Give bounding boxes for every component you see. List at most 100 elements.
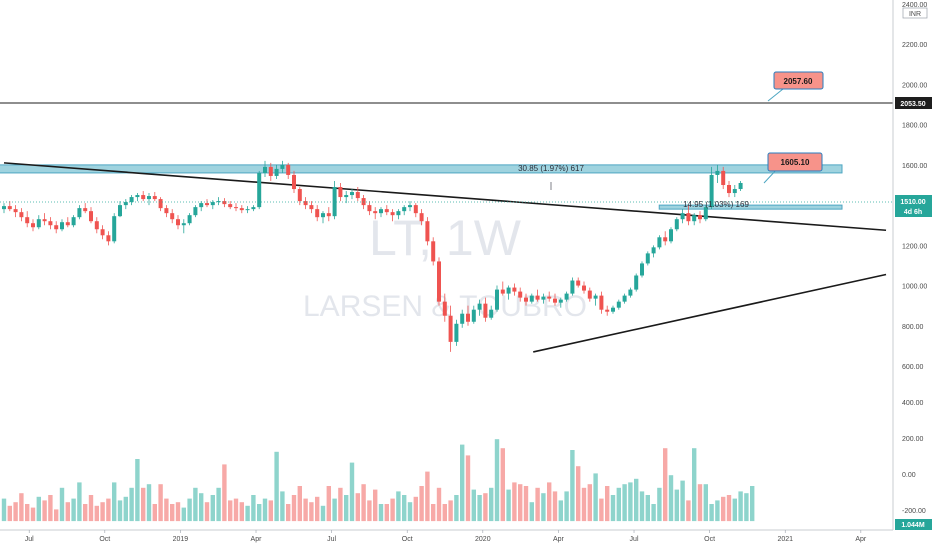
- candle-body-117: [680, 213, 685, 220]
- candle-96: [558, 297, 563, 308]
- candle-body-105: [611, 307, 615, 312]
- volume-bar-81: [471, 489, 476, 522]
- volume-bar-116: [674, 489, 679, 522]
- candle-21: [123, 199, 128, 210]
- volume-bar-58: [338, 487, 343, 522]
- candle-body-52: [303, 201, 308, 206]
- candle-42: [245, 206, 250, 214]
- horizontal-line-price-label: 2053.50: [895, 97, 932, 109]
- candle-5: [31, 219, 35, 232]
- candle-88: [512, 283, 517, 296]
- time-tick-2: 2019: [173, 536, 189, 543]
- measurement-1[interactable]: 30.85 (1.97%) 617: [518, 164, 584, 190]
- candle-body-42: [245, 209, 250, 211]
- candle-17: [100, 225, 105, 240]
- currency-badge: INR: [902, 7, 928, 19]
- volume-bar-3: [19, 493, 24, 522]
- candle-95: [553, 293, 557, 306]
- candle-body-8: [48, 221, 53, 226]
- candle-body-34: [199, 203, 204, 208]
- measurement-2-label[interactable]: 14.95 (1.03%) 169: [683, 200, 749, 209]
- target-flag-1605[interactable]: 1605.10: [763, 152, 823, 184]
- candle-121: [703, 205, 708, 222]
- candle-13: [77, 205, 82, 220]
- candle-83: [483, 297, 488, 322]
- candle-22: [129, 195, 134, 206]
- candle-115: [669, 227, 673, 244]
- candle-body-107: [622, 295, 627, 302]
- candle-69: [402, 205, 407, 216]
- volume-bar-70: [407, 502, 413, 522]
- candle-23: [135, 193, 140, 202]
- candle-102: [593, 293, 598, 306]
- volume-bar-41: [239, 502, 244, 522]
- candle-111: [645, 251, 650, 266]
- volume-bar-102: [593, 473, 598, 522]
- candle-44: [257, 170, 262, 210]
- candle-body-64: [373, 211, 378, 214]
- candle-body-26: [152, 196, 157, 200]
- volume-bar-68: [396, 491, 401, 522]
- candle-98: [570, 277, 575, 296]
- volume-bar-27: [158, 484, 163, 522]
- volume-bar-65: [378, 504, 384, 522]
- volume-bar-59: [344, 495, 349, 522]
- candle-75: [437, 257, 441, 306]
- trendlines[interactable]: [3, 162, 887, 353]
- target-flag-2057[interactable]: 2057.60: [767, 71, 824, 102]
- candle-14: [83, 203, 88, 214]
- volume-tick-minus-200: -200.00: [902, 508, 926, 515]
- volume-bar-62: [361, 484, 366, 522]
- volume-bar-126: [732, 498, 737, 522]
- measurement-1-label: 30.85 (1.97%) 617: [518, 164, 584, 173]
- candle-body-72: [419, 213, 424, 222]
- volume-bar-37: [216, 487, 221, 522]
- volume-bar-90: [523, 486, 529, 522]
- volume-bar-15: [88, 495, 94, 522]
- candle-body-57: [332, 187, 337, 217]
- candle-body-59: [344, 195, 349, 198]
- candle-body-9: [54, 225, 59, 230]
- volume-tick-0: 0.00: [902, 472, 916, 479]
- volume-bar-76: [442, 504, 447, 522]
- volume-bar-75: [436, 487, 442, 522]
- volume-bar-35: [204, 502, 210, 522]
- candle-86: [500, 281, 505, 296]
- target-flag-2057-box: [773, 71, 824, 90]
- candle-body-116: [674, 219, 679, 230]
- price-axis[interactable]: 2400.002200.002000.001800.001600.001400.…: [892, 0, 932, 530]
- candle-41: [239, 205, 244, 214]
- candle-body-125: [727, 185, 731, 194]
- candle-113: [657, 235, 662, 250]
- candle-body-83: [483, 303, 488, 318]
- last-volume-box: [895, 519, 932, 530]
- candle-body-76: [442, 301, 447, 316]
- candle-body-84: [489, 309, 494, 318]
- price-tick-8: 800.00: [902, 324, 924, 331]
- candle-104: [605, 305, 610, 316]
- candle-body-22: [129, 197, 134, 203]
- volume-bar-71: [413, 496, 418, 522]
- candle-39: [228, 201, 233, 210]
- candle-body-95: [553, 298, 557, 303]
- candle-11: [65, 217, 70, 228]
- candle-15: [89, 207, 93, 224]
- target-flag-1605-box: [767, 152, 823, 172]
- volume-bar-127: [738, 491, 743, 522]
- candle-35: [205, 199, 209, 208]
- price-tick-6: 1200.00: [902, 243, 927, 250]
- candle-body-93: [541, 296, 546, 300]
- candle-77: [448, 305, 453, 352]
- volume-bar-14: [83, 504, 88, 522]
- candle-3: [19, 208, 24, 222]
- time-axis[interactable]: JulOct2019AprJulOct2020AprJulOct2021AprJ…: [0, 529, 932, 543]
- candle-body-75: [437, 261, 441, 302]
- candle-body-100: [582, 285, 586, 291]
- candle-60: [350, 189, 354, 200]
- candle-body-41: [239, 208, 244, 211]
- candle-body-29: [170, 213, 175, 220]
- candle-body-51: [297, 189, 302, 202]
- candle-body-113: [657, 237, 662, 248]
- volume-bar-25: [146, 484, 152, 522]
